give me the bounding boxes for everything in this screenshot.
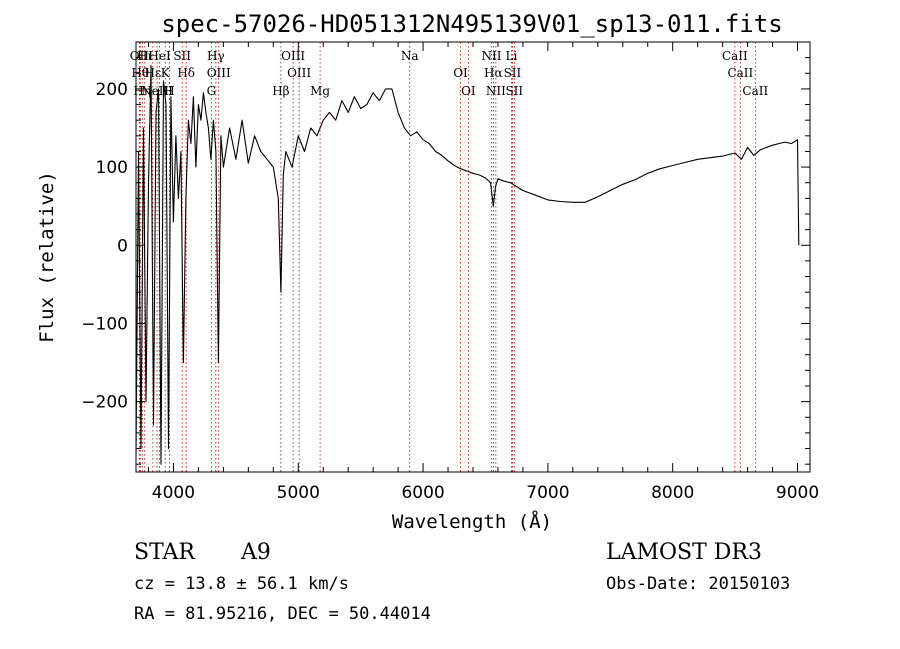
y-tick-label: 100 — [96, 158, 128, 178]
y-tick-label: 0 — [117, 236, 128, 256]
y-axis-ticks: −200 −100 0 100 200 — [81, 41, 810, 465]
y-tick-label: −200 — [81, 393, 128, 413]
x-tick-label: 9000 — [776, 483, 819, 503]
x-tick-label: 4000 — [152, 483, 195, 503]
line-marker-label: CaII — [722, 49, 748, 63]
line-marker-label: Hη — [133, 84, 151, 98]
line-marker-label: CaII — [742, 84, 768, 98]
object-subclass: A9 — [240, 540, 271, 565]
line-marker-label: SII — [173, 49, 191, 63]
line-marker-label: G — [207, 84, 217, 98]
line-marker-label: Hι — [137, 49, 152, 63]
line-marker-label: HeI — [148, 49, 171, 63]
line-marker-label: K — [161, 66, 171, 80]
line-marker-label: H — [164, 84, 174, 98]
y-axis-label: Flux (relative) — [36, 171, 58, 343]
survey-name: LAMOST DR3 — [606, 540, 762, 565]
line-marker-label: Na — [401, 49, 419, 63]
line-marker-label: CaII — [727, 66, 753, 80]
line-marker-label: OII — [130, 49, 150, 63]
line-marker-label-group: OIIHθHηHιHεNeIIIHeIKHSIIHδGHγOIIIHβOIIIO… — [130, 49, 769, 98]
line-marker-label: OIII — [207, 66, 231, 80]
line-marker-label: Hδ — [177, 66, 195, 80]
plot-frame — [135, 41, 811, 473]
line-marker-label: SII — [504, 66, 522, 80]
line-marker-label: NII — [486, 84, 506, 98]
line-marker-group — [138, 42, 756, 472]
line-marker-label: OI — [461, 84, 476, 98]
line-marker-label: Hα — [484, 66, 503, 80]
line-marker-label: SII — [505, 84, 523, 98]
redshift-cz: cz = 13.8 ± 56.1 km/s — [134, 574, 349, 594]
line-marker-label: OIII — [287, 66, 311, 80]
observation-date: Obs-Date: 20150103 — [606, 574, 790, 594]
x-axis-label: Wavelength (Å) — [392, 510, 552, 533]
line-marker-label: Hγ — [207, 49, 225, 63]
spectrum-line — [135, 64, 800, 465]
line-marker-label: Li — [506, 49, 518, 63]
chart-title: spec-57026-HD051312N495139V01_sp13-011.f… — [161, 10, 782, 38]
line-marker-label: Hε — [145, 66, 162, 80]
line-marker-label: OIII — [281, 49, 305, 63]
line-marker-label: OI — [453, 66, 468, 80]
x-axis-ticks: 4000 5000 6000 7000 8000 9000 — [147, 42, 819, 503]
line-marker-label: Mg — [310, 84, 330, 98]
y-tick-label: −100 — [81, 314, 128, 334]
ra-dec: RA = 81.95216, DEC = 50.44014 — [134, 604, 431, 624]
object-class: STAR — [134, 540, 196, 565]
x-tick-label: 7000 — [526, 483, 569, 503]
line-marker-label: Hβ — [272, 84, 289, 98]
x-tick-label: 8000 — [651, 483, 694, 503]
x-tick-label: 6000 — [401, 483, 444, 503]
x-tick-label: 5000 — [277, 483, 320, 503]
y-tick-label: 200 — [96, 80, 128, 100]
line-marker-label: NII — [481, 49, 501, 63]
